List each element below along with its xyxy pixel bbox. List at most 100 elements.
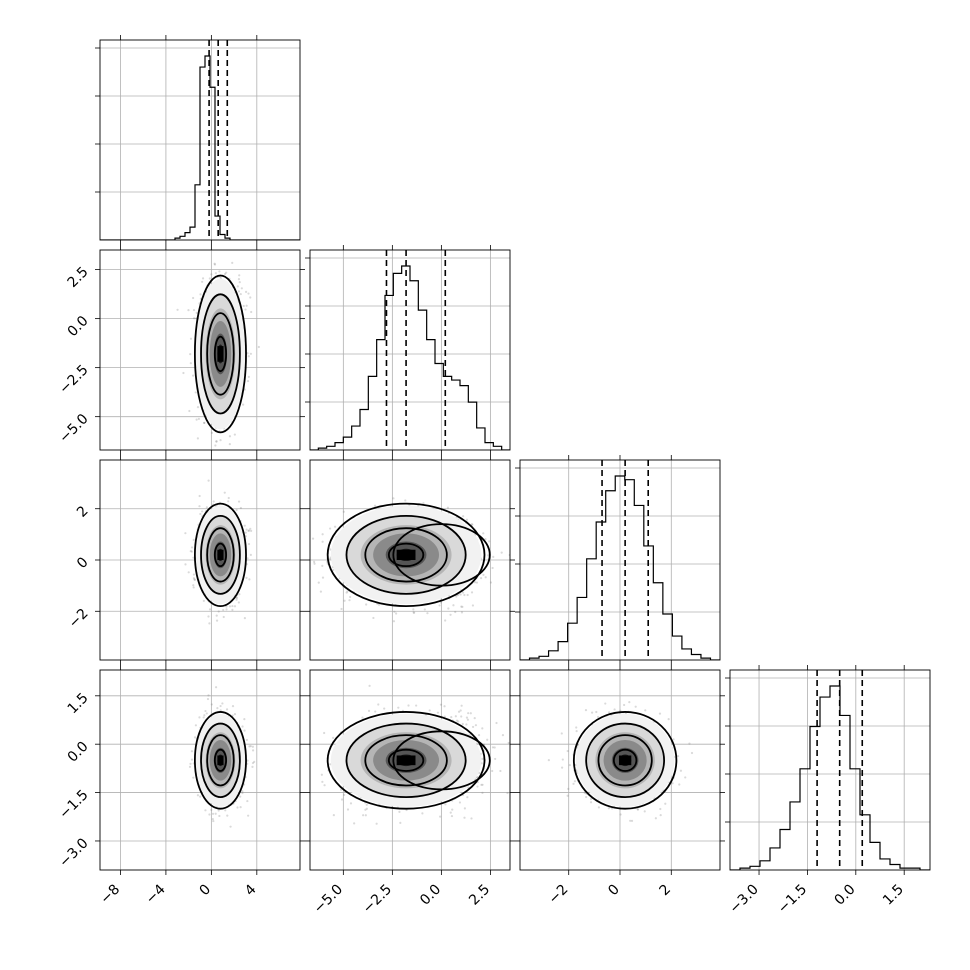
contour-line xyxy=(213,542,227,568)
density-peak xyxy=(396,549,416,560)
contour-line xyxy=(213,335,227,373)
sample-point xyxy=(471,604,475,607)
sample-point xyxy=(225,271,228,274)
sample-point xyxy=(245,576,248,579)
sample-point xyxy=(248,745,251,748)
sample-point xyxy=(447,607,450,610)
sample-point xyxy=(482,573,485,576)
sample-point xyxy=(449,613,452,616)
sample-point xyxy=(208,813,211,816)
sample-point xyxy=(236,285,239,288)
sample-point xyxy=(203,421,206,425)
sample-point xyxy=(233,605,237,608)
sample-point xyxy=(329,548,332,551)
sample-point xyxy=(329,527,332,530)
sample-point xyxy=(249,352,253,355)
sample-point xyxy=(328,557,331,561)
sample-point xyxy=(426,612,429,615)
sample-point xyxy=(231,604,234,608)
sample-point xyxy=(240,287,243,290)
sample-point xyxy=(247,292,250,295)
sample-point xyxy=(460,611,464,614)
sample-point xyxy=(241,725,244,728)
sample-point xyxy=(404,499,407,502)
sample-point xyxy=(184,563,187,566)
contour-line xyxy=(364,527,448,583)
sample-point xyxy=(372,616,375,620)
sample-point xyxy=(192,296,195,300)
sample-point xyxy=(189,362,192,365)
sample-point xyxy=(213,262,216,265)
sample-point xyxy=(455,595,458,598)
sample-point xyxy=(193,736,197,739)
sample-point xyxy=(228,435,232,438)
sample-point xyxy=(201,280,204,283)
sample-point xyxy=(247,542,251,546)
density-panel-3-0 xyxy=(188,686,256,828)
sample-point xyxy=(243,524,246,527)
sample-point xyxy=(321,564,324,567)
sample-point xyxy=(311,537,315,540)
sample-point xyxy=(223,272,227,276)
sample-point xyxy=(225,605,228,608)
sample-point xyxy=(444,619,447,622)
sample-point xyxy=(343,599,346,602)
sample-point xyxy=(249,745,252,748)
sample-point xyxy=(413,611,416,614)
sample-point xyxy=(243,617,246,620)
sample-point xyxy=(348,599,351,602)
sample-point xyxy=(319,590,323,593)
sample-point xyxy=(484,538,487,541)
sample-point xyxy=(222,615,225,619)
sample-point xyxy=(492,555,495,558)
sample-point xyxy=(462,515,465,518)
sample-point xyxy=(349,595,352,599)
sample-point xyxy=(214,272,217,275)
sample-point xyxy=(217,610,220,613)
sample-point xyxy=(373,504,377,507)
sample-point xyxy=(211,817,214,821)
contour-line xyxy=(387,542,425,568)
sample-point xyxy=(190,758,194,761)
density-peak xyxy=(217,549,224,560)
sample-point xyxy=(463,593,466,597)
sample-point xyxy=(238,274,241,277)
sample-point xyxy=(500,551,503,554)
sample-point xyxy=(237,290,241,293)
contour-line xyxy=(193,502,247,608)
sample-point xyxy=(242,403,245,406)
sample-point xyxy=(244,531,247,534)
sample-point xyxy=(346,590,349,593)
sample-point xyxy=(192,308,196,312)
sample-point xyxy=(249,296,252,299)
sample-point xyxy=(247,529,250,533)
sample-point xyxy=(487,554,490,557)
sample-point xyxy=(243,729,246,732)
sample-point xyxy=(198,505,201,508)
sample-point xyxy=(333,525,337,528)
sample-point xyxy=(228,605,232,608)
sample-point xyxy=(208,622,211,625)
sample-point xyxy=(460,605,463,608)
sample-point xyxy=(189,337,193,340)
sample-point xyxy=(241,791,244,795)
sample-point xyxy=(345,591,348,594)
contour-line xyxy=(206,312,235,396)
panel-grid-2-2 xyxy=(520,460,720,660)
density-panel-2-0 xyxy=(184,479,253,625)
sample-point xyxy=(190,750,194,753)
sample-point xyxy=(484,576,487,579)
sample-point xyxy=(392,620,396,623)
sample-point xyxy=(438,604,441,607)
sample-point xyxy=(393,610,396,613)
sample-point xyxy=(242,304,245,308)
sample-point xyxy=(412,611,415,614)
sample-point xyxy=(197,417,201,420)
sample-point xyxy=(313,560,316,563)
sample-point xyxy=(222,608,225,612)
sample-point xyxy=(313,562,316,565)
sample-point xyxy=(235,508,238,512)
sample-point xyxy=(212,500,215,503)
sample-point xyxy=(235,596,239,600)
sample-point xyxy=(214,444,217,447)
